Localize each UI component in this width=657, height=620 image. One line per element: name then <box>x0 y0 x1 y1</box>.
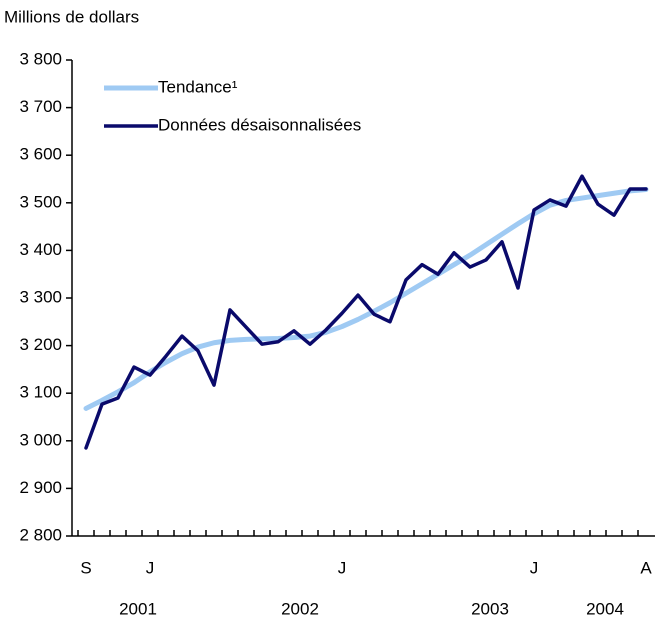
y-tick-label: 3 800 <box>19 49 62 68</box>
y-tick-label: 3 100 <box>19 383 62 402</box>
y-tick-label: 2 800 <box>19 525 62 544</box>
x-tick-label: J <box>146 558 155 577</box>
y-tick-label: 3 600 <box>19 145 62 164</box>
x-tick-label: J <box>530 558 539 577</box>
y-tick-label: 3 500 <box>19 192 62 211</box>
legend-label: Données désaisonnalisées <box>158 115 361 134</box>
legend-label: Tendance¹ <box>158 77 238 96</box>
y-axis-label: Millions de dollars <box>4 7 139 26</box>
y-tick-label: 3 200 <box>19 335 62 354</box>
y-tick-label: 3 000 <box>19 430 62 449</box>
x-tick-label: S <box>80 558 91 577</box>
y-tick-label: 3 400 <box>19 240 62 259</box>
y-tick-label: 2 900 <box>19 478 62 497</box>
year-label: 2003 <box>471 599 509 618</box>
series-line <box>84 174 648 450</box>
year-label: 2004 <box>586 599 624 618</box>
year-label: 2002 <box>281 599 319 618</box>
y-tick-label: 3 700 <box>19 97 62 116</box>
series-line <box>83 186 649 411</box>
y-tick-label: 3 300 <box>19 287 62 306</box>
x-tick-label: J <box>338 558 347 577</box>
year-label: 2001 <box>119 599 157 618</box>
x-tick-label: A <box>640 558 652 577</box>
